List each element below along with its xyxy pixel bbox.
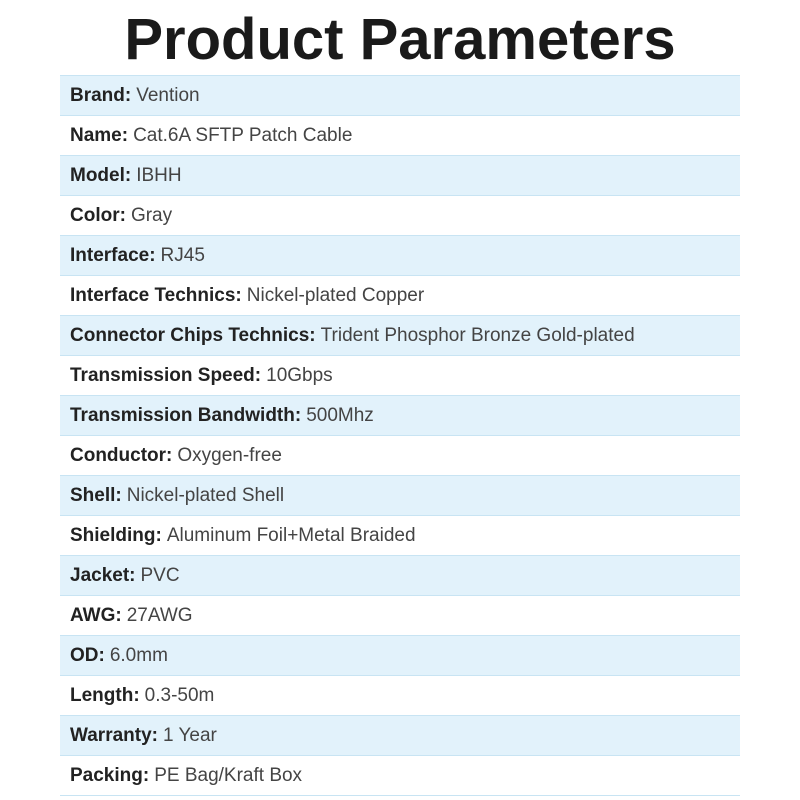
param-label: Brand: xyxy=(70,84,132,106)
param-label: Shielding: xyxy=(70,524,162,546)
param-value: Cat.6A SFTP Patch Cable xyxy=(133,124,353,146)
param-label: Length: xyxy=(70,684,140,706)
table-row: Interface Technics: Nickel-plated Copper xyxy=(60,275,740,315)
param-label: Color: xyxy=(70,204,126,226)
table-row: AWG: 27AWG xyxy=(60,595,740,635)
param-value: Nickel-plated Shell xyxy=(126,484,285,506)
table-row: Model: IBHH xyxy=(60,155,740,195)
table-row: Interface: RJ45 xyxy=(60,235,740,275)
param-value: Oxygen-free xyxy=(177,444,282,466)
param-label: Name: xyxy=(70,124,129,146)
table-row: Length: 0.3-50m xyxy=(60,675,740,715)
param-value: Gray xyxy=(130,204,173,226)
param-value: RJ45 xyxy=(160,244,205,266)
param-value: 27AWG xyxy=(126,604,193,626)
table-row: Warranty: 1 Year xyxy=(60,715,740,755)
param-value: Trident Phosphor Bronze Gold-plated xyxy=(320,324,635,346)
table-row: Name: Cat.6A SFTP Patch Cable xyxy=(60,115,740,155)
table-row: Connector Chips Technics: Trident Phospho… xyxy=(60,315,740,355)
param-value: 10Gbps xyxy=(266,364,333,386)
param-label: Transmission Bandwidth: xyxy=(70,404,302,426)
parameters-table: Brand: Vention Name: Cat.6A SFTP Patch Cabl… xyxy=(60,75,740,796)
param-label: Interface Technics: xyxy=(70,284,242,306)
table-row: OD: 6.0mm xyxy=(60,635,740,675)
param-label: Interface: xyxy=(70,244,156,266)
param-label: Transmission Speed: xyxy=(70,364,262,386)
table-row: Conductor: Oxygen-free xyxy=(60,435,740,475)
param-value: 0.3-50m xyxy=(144,684,215,706)
table-row: Shielding: Aluminum Foil+Metal Braided xyxy=(60,515,740,555)
param-label: Warranty: xyxy=(70,724,158,746)
param-value: 500Mhz xyxy=(306,404,374,426)
table-row: Color: Gray xyxy=(60,195,740,235)
table-row: Transmission Bandwidth: 500Mhz xyxy=(60,395,740,435)
param-value: PVC xyxy=(140,564,180,586)
param-label: Shell: xyxy=(70,484,122,506)
param-value: PE Bag/Kraft Box xyxy=(154,764,303,786)
param-value: 1 Year xyxy=(162,724,217,746)
param-label: Packing: xyxy=(70,764,150,786)
param-label: AWG: xyxy=(70,604,122,626)
param-label: Connector Chips Technics: xyxy=(70,324,316,346)
table-row: Shell: Nickel-plated Shell xyxy=(60,475,740,515)
page-title: Product Parameters xyxy=(124,7,676,72)
param-value: IBHH xyxy=(136,164,182,186)
param-label: OD: xyxy=(70,644,105,666)
param-value: 6.0mm xyxy=(109,644,168,666)
param-label: Conductor: xyxy=(70,444,173,466)
table-row: Brand: Vention xyxy=(60,75,740,115)
table-row: Jacket: PVC xyxy=(60,555,740,595)
table-row: Transmission Speed: 10Gbps xyxy=(60,355,740,395)
table-row: Packing: PE Bag/Kraft Box xyxy=(60,755,740,796)
param-value: Vention xyxy=(136,84,200,106)
param-label: Model: xyxy=(70,164,132,186)
param-value: Aluminum Foil+Metal Braided xyxy=(166,524,416,546)
param-value: Nickel-plated Copper xyxy=(246,284,425,306)
param-label: Jacket: xyxy=(70,564,136,586)
